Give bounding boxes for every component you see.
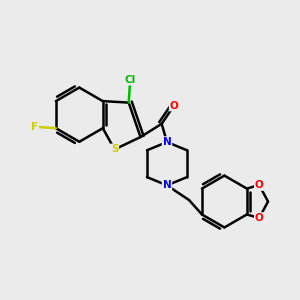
Text: N: N — [163, 180, 171, 190]
Text: F: F — [31, 122, 38, 132]
Text: O: O — [255, 180, 264, 190]
Text: N: N — [163, 137, 171, 147]
Text: O: O — [255, 213, 264, 223]
Text: Cl: Cl — [124, 75, 136, 85]
Text: S: S — [111, 144, 118, 154]
Text: O: O — [170, 100, 178, 110]
